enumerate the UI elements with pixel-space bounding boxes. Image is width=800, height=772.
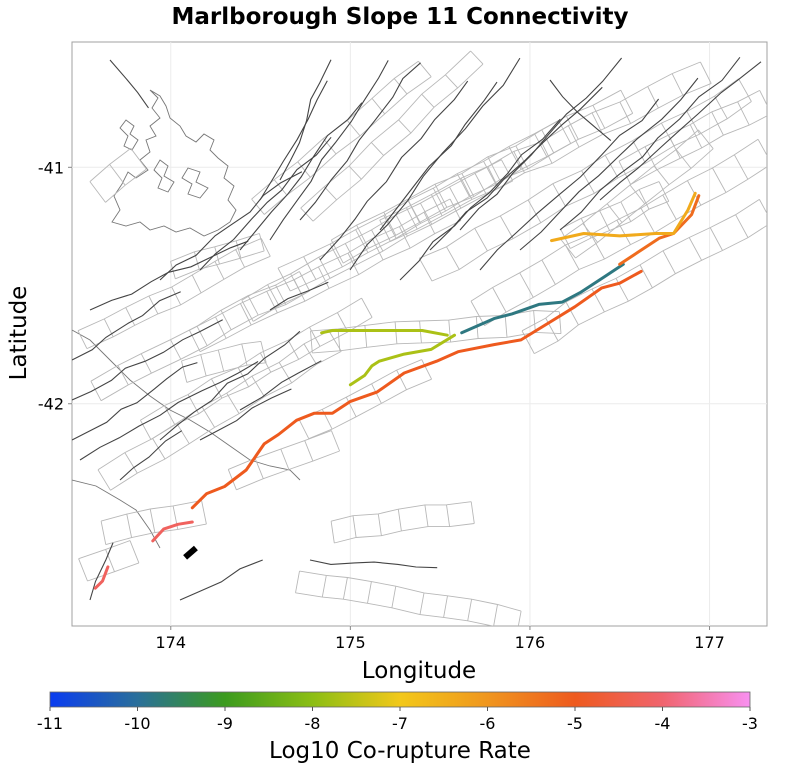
corupture-path-1 bbox=[460, 262, 625, 335]
fault-trace bbox=[559, 56, 741, 231]
fault-trace bbox=[269, 60, 389, 241]
source-fault-layer bbox=[183, 545, 198, 560]
fault-trace bbox=[349, 57, 521, 271]
fault-trace bbox=[239, 102, 363, 251]
fault-subsection bbox=[330, 501, 475, 544]
fault-trace bbox=[179, 559, 263, 601]
fault-trace bbox=[319, 80, 469, 261]
colorbar-tick-label: -7 bbox=[392, 714, 408, 733]
colorbar-tick-label: -9 bbox=[217, 714, 233, 733]
x-axis-ticks: 174 175 176 177 bbox=[155, 626, 725, 652]
corupture-lines bbox=[93, 191, 701, 590]
active-faults bbox=[72, 56, 762, 601]
colorbar-ticks: -11 -10 -9 -8 -7 -6 -5 -4 -3 bbox=[37, 707, 758, 733]
fault-subsection bbox=[295, 570, 522, 626]
fault-subsection bbox=[300, 50, 484, 222]
fault-subsections bbox=[77, 50, 767, 626]
fault-trace bbox=[89, 542, 114, 601]
fault-subsection bbox=[89, 147, 147, 203]
fault-subsection bbox=[100, 500, 207, 546]
colorbar bbox=[49, 691, 751, 708]
x-axis-label: Longitude bbox=[362, 658, 476, 684]
fault-subsection bbox=[470, 138, 767, 326]
fault-trace bbox=[299, 62, 421, 221]
corupture-path-2 bbox=[618, 194, 701, 266]
fault-trace bbox=[199, 136, 332, 271]
fault-subsection bbox=[521, 199, 767, 354]
chart-title: Marlborough Slope 11 Connectivity bbox=[171, 4, 628, 30]
fault-trace bbox=[549, 79, 612, 142]
fault-trace bbox=[519, 77, 699, 251]
corupture-path-0 bbox=[190, 269, 643, 510]
fault-subsection bbox=[330, 89, 634, 264]
fault-subsection bbox=[181, 340, 267, 383]
fault-trace bbox=[72, 291, 181, 361]
fault-trace bbox=[399, 118, 561, 281]
colorbar-tick-label: -5 bbox=[567, 714, 583, 733]
plot-area bbox=[71, 41, 768, 627]
fault-trace bbox=[259, 80, 328, 201]
corupture-path-4 bbox=[320, 329, 449, 337]
fault-trace bbox=[79, 361, 259, 461]
x-tick-label: 174 bbox=[155, 633, 186, 652]
fault-trace bbox=[279, 59, 332, 181]
fault-subsection bbox=[78, 540, 140, 582]
fault-trace bbox=[479, 98, 660, 271]
fault-trace bbox=[72, 319, 223, 401]
fault-trace bbox=[109, 59, 149, 109]
fault-trace bbox=[199, 388, 292, 441]
y-tick-label: -41 bbox=[38, 158, 64, 177]
fault-trace bbox=[459, 57, 623, 231]
colorbar-tick-label: -3 bbox=[742, 714, 758, 733]
corupture-layer bbox=[93, 191, 701, 590]
y-tick-label: -42 bbox=[38, 395, 64, 414]
fault-subsection bbox=[618, 90, 767, 185]
fault-subsection bbox=[97, 330, 342, 491]
corupture-path-7 bbox=[93, 565, 110, 590]
x-tick-label: 176 bbox=[515, 633, 546, 652]
colorbar-tick-label: -10 bbox=[124, 714, 150, 733]
colorbar-tick-label: -6 bbox=[480, 714, 496, 733]
fault-trace bbox=[72, 362, 198, 441]
colorbar-tick-label: -11 bbox=[37, 714, 63, 733]
x-tick-label: 177 bbox=[694, 633, 725, 652]
colorbar-tick-label: -4 bbox=[655, 714, 671, 733]
fault-trace bbox=[119, 430, 183, 481]
corupture-path-6 bbox=[151, 520, 194, 543]
background-map bbox=[72, 50, 767, 626]
corupture-path-5 bbox=[348, 333, 456, 387]
fault-trace bbox=[309, 559, 438, 569]
fault-trace bbox=[159, 171, 303, 281]
fault-trace bbox=[599, 61, 762, 201]
fault-subsection bbox=[170, 233, 265, 280]
fault-trace bbox=[239, 360, 322, 411]
corupture-path-3 bbox=[550, 191, 697, 243]
fault-trace bbox=[269, 281, 329, 311]
x-tick-label: 175 bbox=[335, 633, 366, 652]
fault-trace bbox=[429, 86, 603, 251]
fault-trace bbox=[379, 81, 498, 231]
fault-subsection bbox=[379, 61, 712, 242]
source-fault-path bbox=[183, 545, 198, 560]
colorbar-label: Log10 Co-rupture Rate bbox=[269, 738, 531, 764]
colorbar-tick-label: -8 bbox=[305, 714, 321, 733]
y-axis-ticks: -41 -42 bbox=[38, 158, 72, 414]
fault-subsection bbox=[241, 159, 514, 322]
y-axis-label: Latitude bbox=[6, 286, 32, 381]
fault-trace bbox=[159, 330, 301, 441]
